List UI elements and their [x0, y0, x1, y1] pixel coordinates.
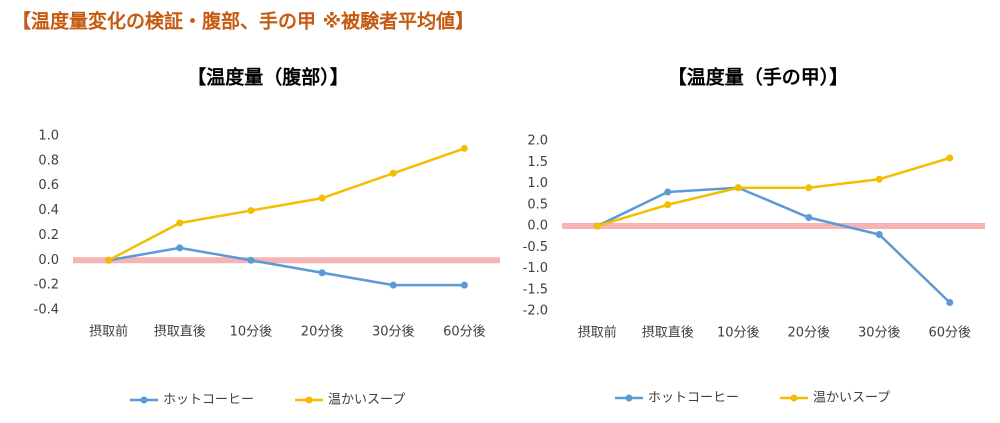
- chart-title: 【温度量（腹部）】: [187, 66, 349, 89]
- y-tick-label: 1.0: [527, 176, 548, 191]
- legend-label: ホットコーヒー: [163, 393, 254, 408]
- point: [176, 244, 184, 252]
- legend-marker: [305, 396, 313, 404]
- point: [318, 269, 326, 277]
- x-tick-label: 摂取直後: [642, 325, 694, 341]
- x-tick-label: 20分後: [301, 325, 344, 340]
- y-tick-label: 0.0: [38, 253, 59, 268]
- y-tick-label: -2.0: [523, 304, 548, 319]
- x-tick-label: 30分後: [858, 326, 901, 341]
- legend-marker: [790, 394, 798, 402]
- legend-label: 温かいスープ: [328, 393, 405, 408]
- point: [805, 184, 813, 192]
- page-title: 【温度量変化の検証・腹部、手の甲 ※被験者平均値】: [12, 10, 474, 33]
- y-tick-label: -1.0: [523, 261, 548, 276]
- series-line: [108, 147, 465, 262]
- y-tick-label: 0.2: [38, 228, 59, 243]
- point: [946, 299, 954, 306]
- point: [460, 144, 468, 152]
- y-tick-label: 1.5: [527, 155, 548, 170]
- y-tick-label: -0.5: [523, 240, 548, 255]
- point: [247, 256, 255, 264]
- series-line: [108, 246, 465, 287]
- y-tick-label: -1.5: [523, 282, 548, 297]
- point: [176, 219, 184, 227]
- series-line: [596, 156, 951, 228]
- x-tick-label: 10分後: [717, 326, 760, 341]
- x-tick-label: 60分後: [443, 325, 486, 340]
- point: [946, 154, 954, 162]
- y-tick-label: 0.8: [38, 153, 59, 168]
- point: [318, 194, 326, 202]
- point: [105, 256, 113, 264]
- point: [460, 281, 468, 289]
- x-tick-label: 摂取前: [578, 325, 617, 341]
- point: [593, 222, 601, 230]
- chart-title: 【温度量（手の甲）】: [668, 66, 849, 89]
- y-tick-label: 0.0: [527, 219, 548, 234]
- y-tick-label: -0.4: [34, 303, 59, 318]
- point: [875, 231, 883, 238]
- x-tick-label: 摂取直後: [154, 324, 206, 340]
- point: [734, 184, 742, 192]
- legend-label: 温かいスープ: [813, 391, 890, 406]
- point: [247, 207, 255, 215]
- legend-label: ホットコーヒー: [648, 391, 739, 406]
- y-tick-label: 0.4: [38, 203, 59, 218]
- point: [875, 175, 883, 183]
- point: [389, 169, 397, 177]
- point: [664, 188, 672, 196]
- y-tick-label: 0.6: [38, 178, 59, 193]
- y-tick-label: 0.5: [527, 197, 548, 212]
- point: [664, 201, 672, 209]
- y-tick-label: 2.0: [527, 134, 548, 149]
- x-tick-label: 30分後: [372, 325, 415, 340]
- x-tick-label: 60分後: [928, 326, 971, 341]
- legend-marker: [625, 394, 633, 402]
- y-tick-label: 1.0: [38, 129, 59, 144]
- series-line: [596, 186, 951, 304]
- legend-marker: [140, 396, 148, 404]
- point: [389, 281, 397, 289]
- x-tick-label: 20分後: [787, 326, 830, 341]
- point: [805, 214, 813, 221]
- y-tick-label: -0.2: [34, 278, 59, 293]
- x-tick-label: 摂取前: [89, 324, 128, 340]
- x-tick-label: 10分後: [230, 325, 273, 340]
